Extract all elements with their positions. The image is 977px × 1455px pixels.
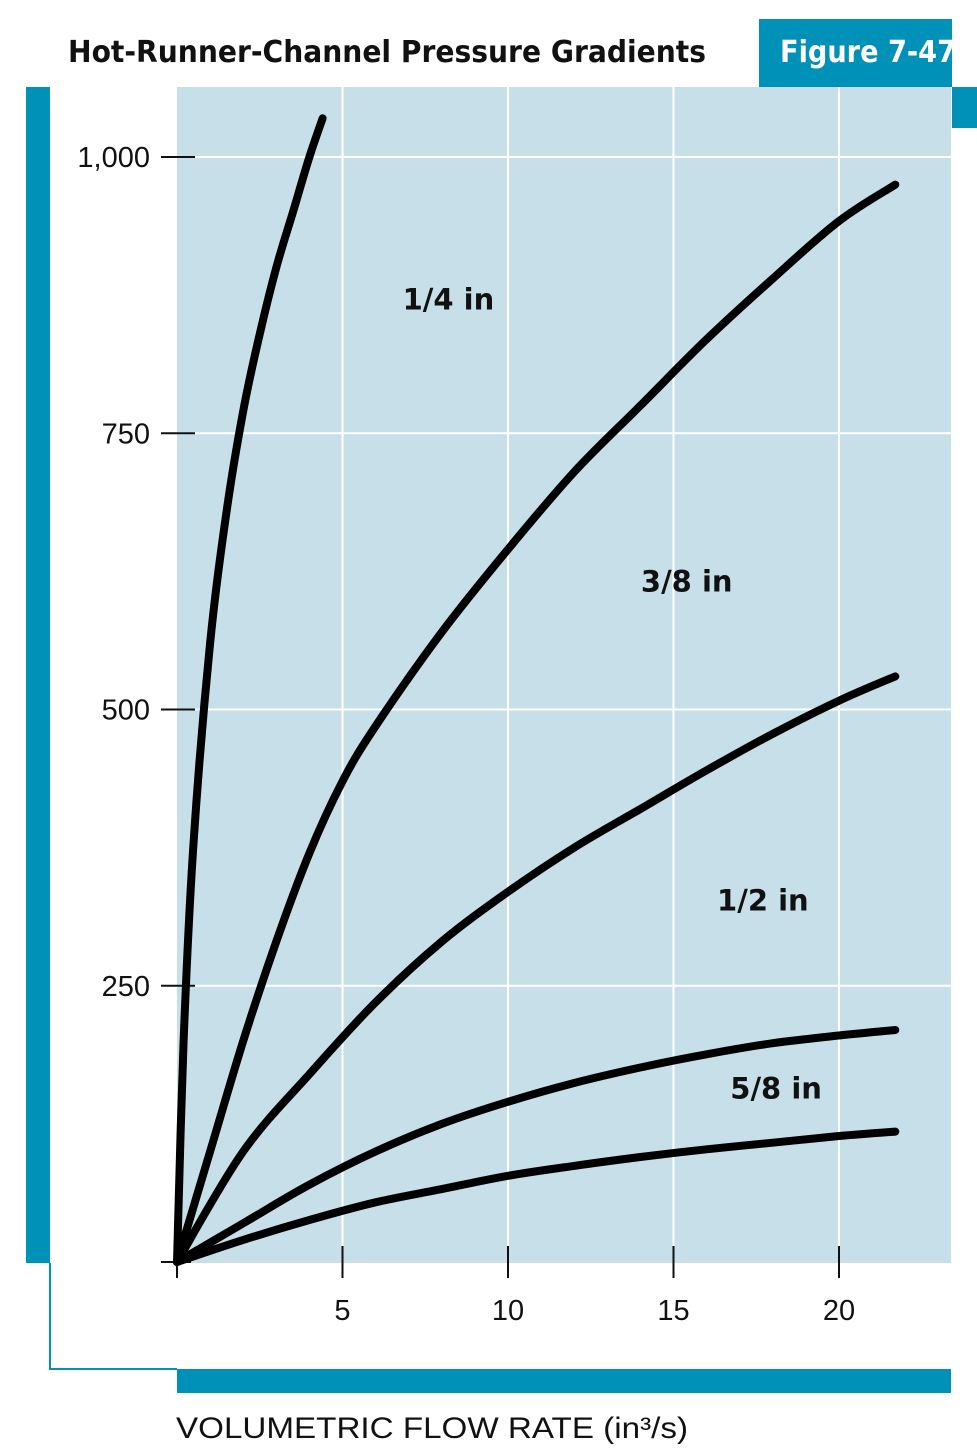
series-line-1 [173, 114, 327, 1266]
left-accent-bar [26, 87, 50, 1263]
x-tick-label: 15 [657, 1295, 689, 1327]
x-tick-label: 20 [823, 1295, 855, 1327]
series-curves [173, 114, 900, 1266]
series-label-1: 1/4 in [403, 282, 495, 316]
x-tick-label: 10 [492, 1295, 524, 1327]
plot-area [177, 87, 951, 1263]
tick-labels: 5 10 15 20 250 500 750 1,000 [77, 142, 855, 1327]
bottom-accent-bar [177, 1369, 951, 1393]
series-label-2: 3/8 in [641, 564, 733, 598]
y-tick-label: 500 [102, 695, 150, 727]
series-line-5 [173, 1127, 900, 1266]
series-labels: 1/4 in 3/8 in 1/2 in 5/8 in [403, 282, 822, 1105]
figure-badge-tab [952, 87, 977, 128]
chart-title: Hot-Runner-Channel Pressure Gradients [68, 35, 706, 70]
frame-outline [49, 1263, 177, 1370]
series-label-4: 5/8 in [730, 1071, 822, 1105]
series-line-3 [173, 672, 900, 1266]
x-tick-label: 5 [334, 1295, 350, 1327]
y-tick-label: 750 [102, 418, 150, 450]
series-line-2 [173, 180, 900, 1266]
series-label-3: 1/2 in [717, 884, 809, 918]
figure-badge [759, 19, 952, 87]
gridlines [177, 87, 951, 1262]
y-tick-label: 1,000 [77, 142, 150, 174]
figure-label: Figure 7-47 [780, 35, 956, 70]
series-line-4 [173, 1026, 900, 1266]
y-tick-label: 250 [102, 971, 150, 1003]
x-axis-title: VOLUMETRIC FLOW RATE (in³/s) [176, 1412, 688, 1445]
